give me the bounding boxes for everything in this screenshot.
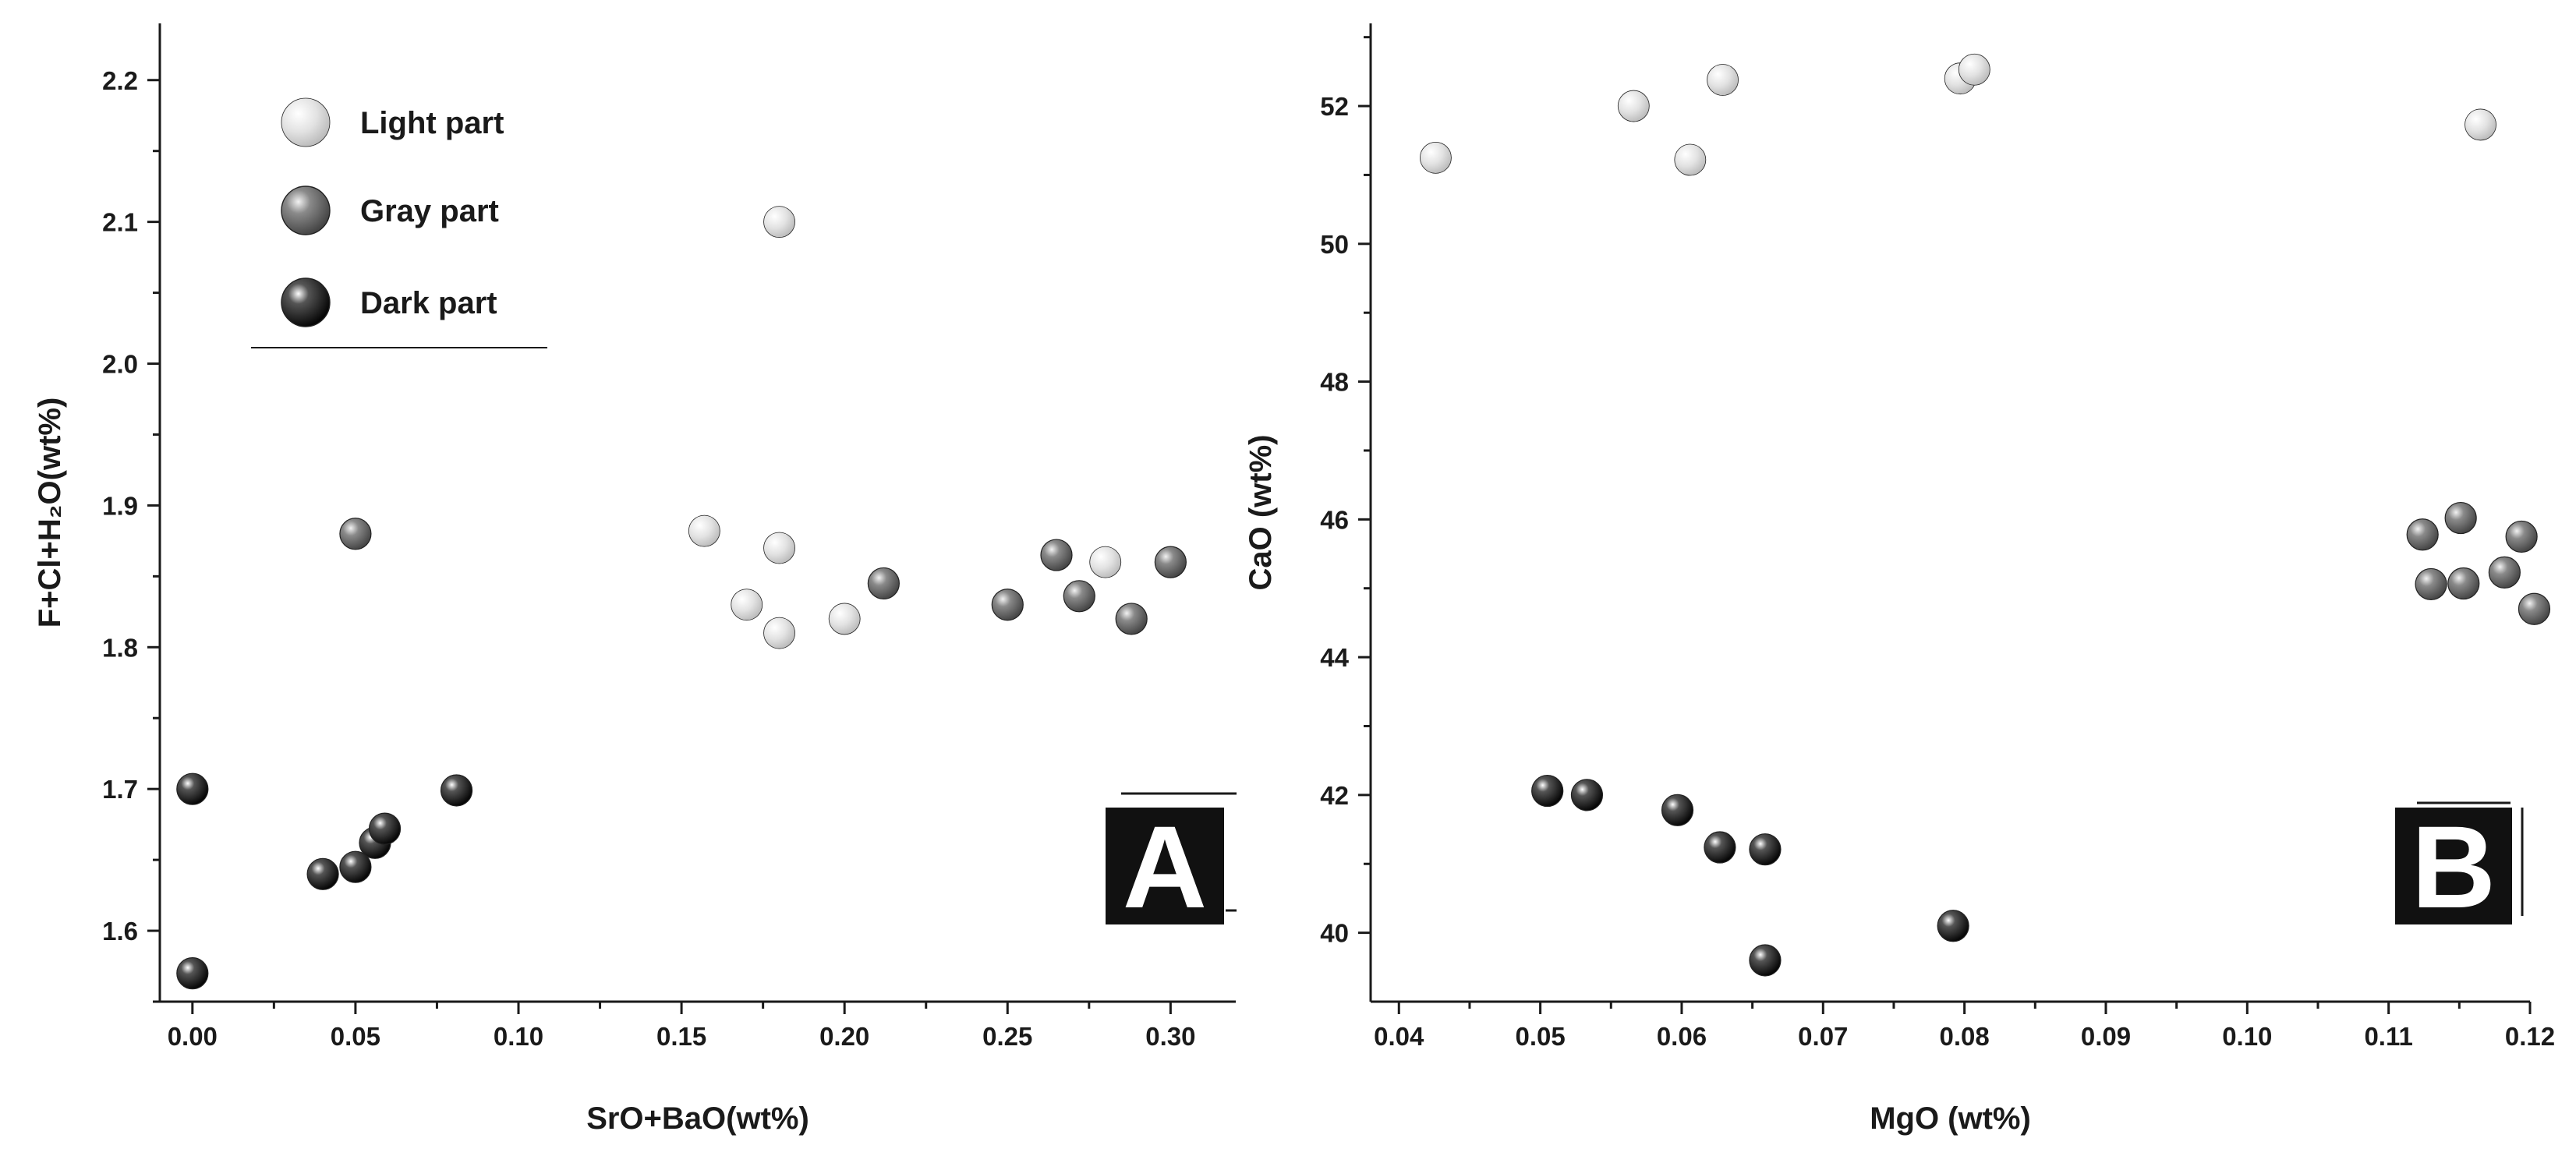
panel-a-x-tick-label: 0.05 (331, 1022, 380, 1051)
panel-b-label: B (2411, 801, 2496, 932)
panel-a-series-light (688, 206, 1122, 649)
panel-a-x-tick-label: 0.30 (1145, 1022, 1195, 1051)
panel-a-x-tick-label: 0.00 (168, 1022, 218, 1051)
panel-a-y-tick-label: 2.1 (102, 208, 138, 237)
legend-marker-light (281, 97, 331, 147)
panel-a-x-tick-label: 0.20 (819, 1022, 869, 1051)
panel-b-series-dark (1531, 774, 1969, 977)
panel-b-point-gray (2406, 518, 2439, 551)
panel-b-point-gray (2444, 501, 2477, 535)
panel-b-point-dark (1531, 774, 1564, 808)
panel-b-x-tick-label: 0.12 (2505, 1022, 2555, 1051)
panel-a-point-light (828, 603, 861, 635)
panel-a-y-tick-label: 2.0 (102, 350, 138, 379)
panel-a-point-dark (176, 957, 209, 990)
panel-a-point-gray (991, 589, 1024, 621)
panel-a-y-tick-label: 1.6 (102, 917, 138, 946)
legend-label-gray: Gray part (360, 194, 499, 228)
panel-b-point-gray (2415, 567, 2447, 601)
panel-b-y-axis-title: CaO (wt%) (1244, 435, 1278, 591)
panel-a-x-tick-label: 0.15 (656, 1022, 706, 1051)
panel-b-point-dark (1937, 910, 1969, 942)
panel-a-x-tick-label: 0.25 (982, 1022, 1032, 1051)
legend-label-dark: Dark part (360, 286, 497, 320)
panel-b-y-tick-label: 50 (1320, 230, 1349, 259)
panel-a-point-gray (1063, 580, 1095, 613)
panel-a-x-axis-title: SrO+BaO(wt%) (586, 1101, 809, 1136)
panel-a-point-dark (368, 812, 402, 845)
panel-b-point-light (1958, 53, 1990, 86)
panel-a-point-light (1089, 546, 1122, 578)
panel-b-point-dark (1570, 779, 1604, 811)
panel-a-series-dark (176, 772, 473, 990)
panel-a-point-gray (1115, 603, 1148, 635)
panel-a-point-light (763, 206, 795, 239)
panel-b-series-gray (2406, 501, 2551, 625)
panel-b-point-light (1617, 90, 1650, 122)
panel-b-point-light (1420, 141, 1452, 174)
panel-a-y-tick-label: 1.9 (102, 491, 138, 520)
panel-b-x-tick-label: 0.10 (2222, 1022, 2272, 1051)
panel-a-point-dark (306, 857, 339, 890)
panel-a-y-tick-label: 1.8 (102, 633, 138, 662)
panel-b-y-tick-label: 46 (1320, 505, 1349, 534)
panel-b-point-dark (1749, 833, 1782, 866)
panel-b-x-tick-label: 0.08 (1940, 1022, 1990, 1051)
panel-a-point-gray (339, 518, 372, 550)
panel-b-x-tick-label: 0.07 (1798, 1022, 1848, 1051)
panel-a-chart: 0.00 0.05 0.10 0.15 0.20 0.25 0.30 1.6 1.7 1.8 1.9… (33, 23, 1237, 1136)
panel-b-x-tick-label: 0.09 (2081, 1022, 2131, 1051)
panel-b-y-tick-label: 40 (1320, 919, 1349, 948)
panel-b-point-gray (2518, 592, 2551, 625)
panel-b-x-tick-label: 0.05 (1515, 1022, 1565, 1051)
panel-a-x-tick-label: 0.10 (494, 1022, 543, 1051)
panel-b-point-dark (1704, 831, 1736, 864)
panel-b-series-light (1420, 53, 2496, 176)
legend-marker-dark (281, 278, 331, 327)
panel-a-point-gray (1040, 539, 1073, 571)
panel-b-y-tick-label: 48 (1320, 368, 1349, 397)
panel-a-point-gray (867, 567, 900, 600)
panel-a-series-gray (339, 518, 1187, 635)
panel-b-point-gray (2488, 556, 2521, 589)
panel-a-point-light (731, 589, 763, 621)
panel-b-point-light (2465, 108, 2496, 141)
legend-marker-gray (281, 186, 331, 235)
panel-b-point-gray (2505, 520, 2538, 553)
panel-b-x-tick-label: 0.06 (1657, 1022, 1707, 1051)
panel-b-x-axis-title: MgO (wt%) (1870, 1101, 2031, 1136)
panel-a-point-light (763, 617, 795, 649)
panel-b-x-tick-label: 0.11 (2364, 1022, 2412, 1051)
panel-a-point-gray (1154, 546, 1187, 578)
panel-a-label: A (1123, 801, 1207, 932)
panel-b-y-tick-label: 52 (1320, 92, 1349, 121)
legend: Light part Gray part Dark part (251, 97, 547, 348)
panel-b-point-dark (1749, 944, 1782, 977)
panel-a-point-dark (339, 850, 372, 883)
panel-b-y-tick-label: 44 (1320, 643, 1349, 672)
panel-b-label-box (2395, 808, 2512, 924)
panel-b-point-light (1674, 143, 1707, 176)
panel-a-point-dark (440, 774, 473, 807)
panel-a-point-light (688, 514, 720, 547)
legend-label-light: Light part (360, 106, 504, 140)
panel-b-point-dark (1661, 794, 1694, 826)
panel-a-y-tick-label: 2.2 (102, 66, 138, 95)
panel-b-point-light (1707, 64, 1739, 96)
panel-a-point-dark (176, 772, 209, 805)
panel-a-y-axis-title: F+Cl+H₂O(wt%) (33, 398, 67, 628)
panel-a-label-box (1106, 808, 1224, 924)
panel-b-x-tick-label: 0.04 (1374, 1022, 1424, 1051)
panel-b-chart: 0.04 0.05 0.06 0.07 0.08 0.09 0.10 0.11 0.12 40 42… (1244, 23, 2555, 1136)
panel-b-y-tick-label: 42 (1320, 781, 1349, 810)
panel-a-y-tick-label: 1.7 (102, 775, 138, 804)
panel-a-point-light (763, 532, 795, 564)
panel-b-point-gray (2447, 567, 2480, 600)
